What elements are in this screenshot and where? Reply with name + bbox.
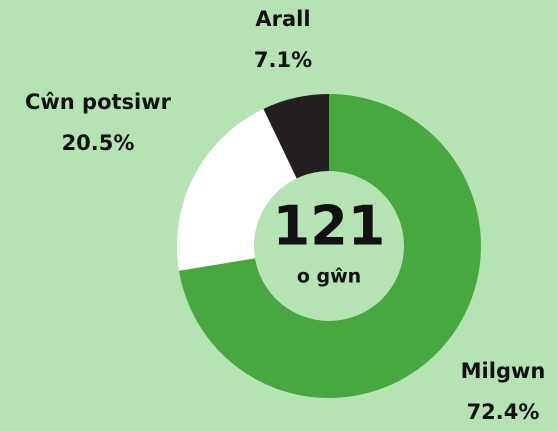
donut-hole <box>254 171 404 321</box>
slice-label: Arall <box>255 7 310 31</box>
center-label: o gŵn <box>297 266 361 288</box>
slice-value: 20.5% <box>62 131 135 155</box>
slice-label: Cŵn potsiwr <box>25 90 172 114</box>
center-value: 121 <box>273 195 386 258</box>
slice-value: 72.4% <box>467 400 540 424</box>
slice-value: 7.1% <box>254 48 312 72</box>
slice-label: Milgwn <box>461 359 546 383</box>
